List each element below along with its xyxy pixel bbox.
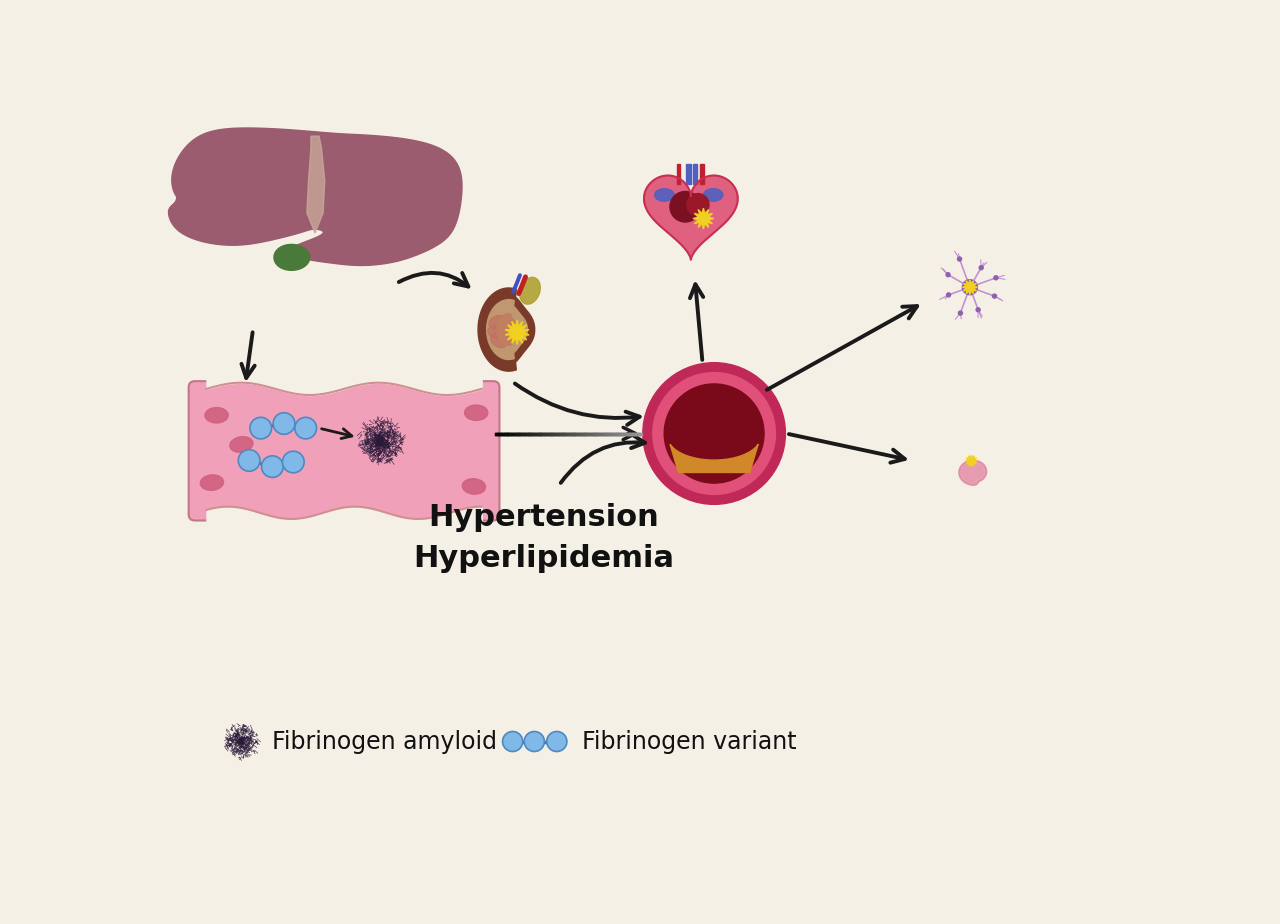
Polygon shape [965,455,978,467]
Polygon shape [274,245,310,271]
Ellipse shape [230,437,253,453]
Circle shape [525,732,544,751]
Polygon shape [486,299,527,359]
Circle shape [238,450,260,471]
Circle shape [664,384,764,483]
Circle shape [993,275,998,280]
Ellipse shape [704,188,723,201]
Ellipse shape [205,407,228,423]
Polygon shape [307,136,325,233]
Polygon shape [497,314,518,346]
Bar [700,164,704,184]
Bar [686,164,690,184]
Circle shape [959,311,963,315]
Circle shape [946,273,950,276]
Circle shape [283,451,305,473]
Polygon shape [506,320,529,345]
Circle shape [992,294,997,298]
Ellipse shape [465,405,488,420]
Text: Hypertension: Hypertension [429,503,659,532]
Polygon shape [477,288,535,371]
Text: Fibrinogen amyloid: Fibrinogen amyloid [273,730,498,753]
Ellipse shape [201,475,224,491]
Circle shape [643,363,786,505]
Ellipse shape [462,479,485,494]
Circle shape [547,732,567,751]
Circle shape [669,191,700,222]
Circle shape [977,308,980,311]
Circle shape [261,456,283,478]
Polygon shape [963,280,978,295]
Polygon shape [692,208,714,229]
Ellipse shape [489,315,506,329]
Circle shape [979,266,983,270]
Circle shape [250,418,271,439]
Text: Hyperlipidemia: Hyperlipidemia [413,543,675,573]
Circle shape [503,732,522,751]
Circle shape [957,257,961,261]
Circle shape [963,280,978,295]
FancyBboxPatch shape [188,382,499,520]
Polygon shape [669,444,758,472]
Polygon shape [644,176,737,260]
Ellipse shape [520,277,540,304]
Ellipse shape [490,334,507,347]
Ellipse shape [488,325,506,337]
Circle shape [273,413,294,434]
Circle shape [294,418,316,439]
Ellipse shape [654,188,675,201]
Bar [677,164,680,184]
Text: Fibrinogen variant: Fibrinogen variant [582,730,797,753]
Circle shape [653,372,776,494]
Bar [692,164,698,184]
Polygon shape [169,128,462,265]
Circle shape [946,293,951,297]
Circle shape [686,194,709,215]
